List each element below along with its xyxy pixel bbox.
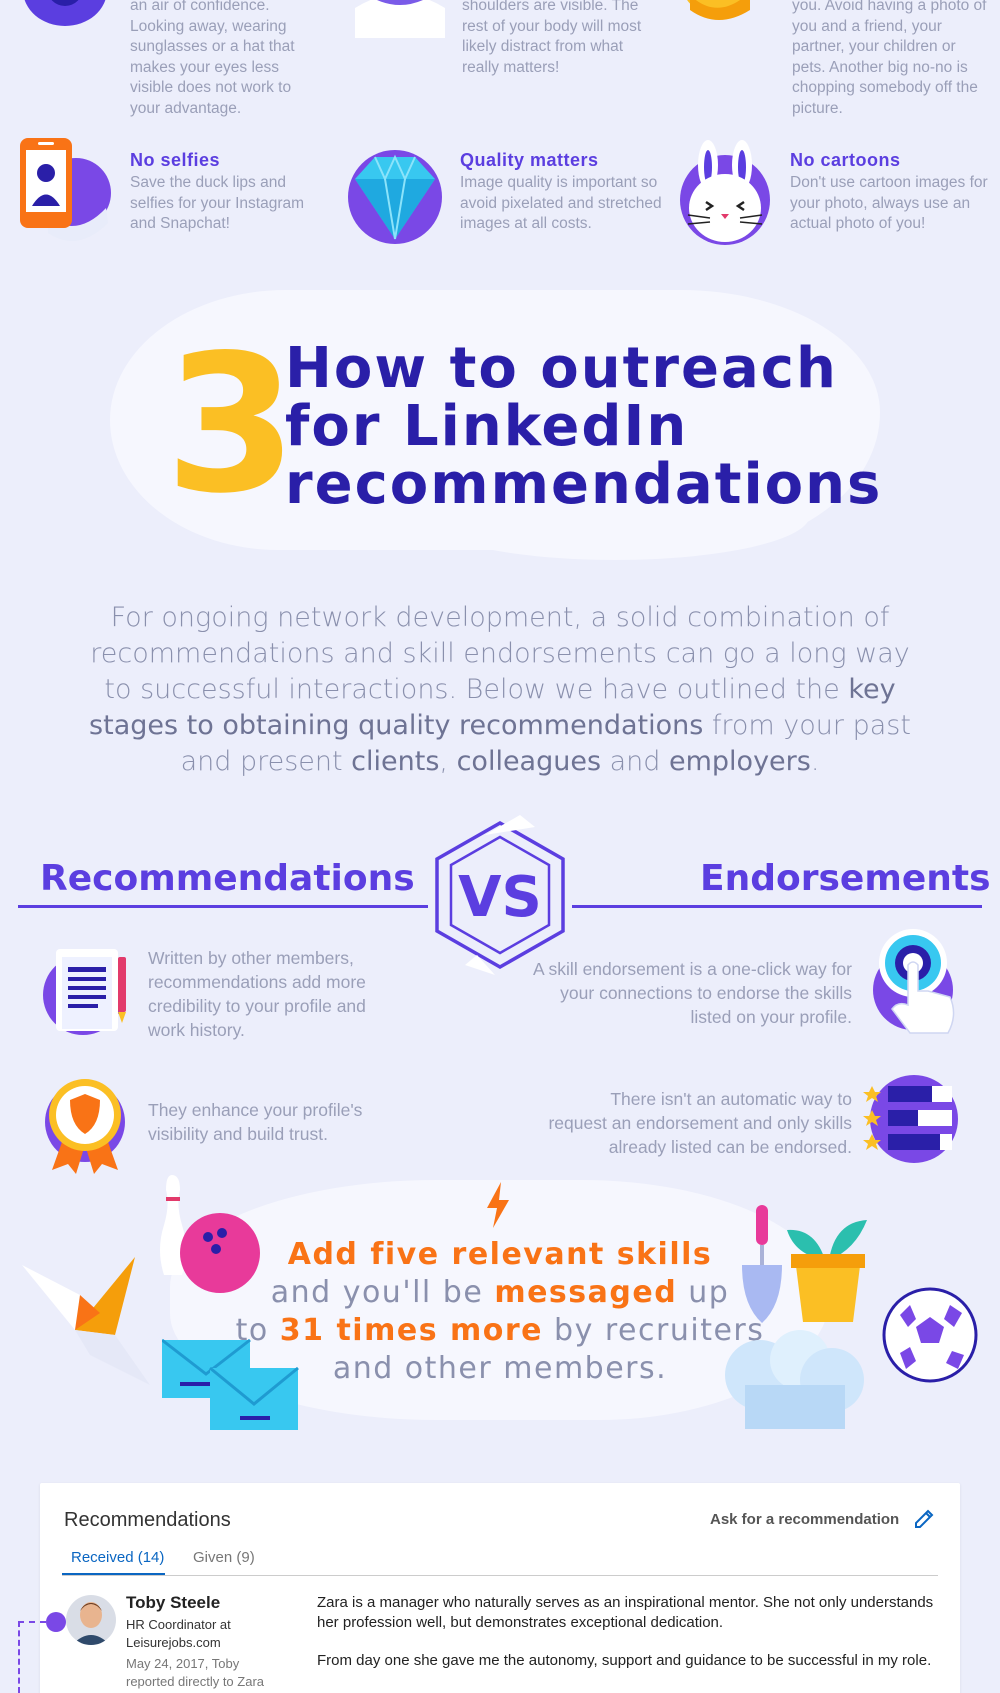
section-number: 3 (165, 314, 298, 535)
recommendations-card: Recommendations Ask for a recommendation… (40, 1483, 960, 1693)
potted-plant-icon (785, 1210, 870, 1325)
tip-text-3: you. Avoid having a photo of you and a f… (792, 0, 987, 117)
hand-icon (680, 0, 760, 40)
stat-text: Add five relevant skills and you'll be m… (235, 1237, 765, 1386)
diamond-icon (345, 147, 445, 247)
tip-text: Image quality is important so avoid pixe… (460, 174, 662, 232)
tip-text-1: an air of confidence. Looking away, wear… (130, 0, 295, 117)
recommender-title: HR Coordinator at Leisurejobs.com (126, 1617, 231, 1650)
timeline-line (18, 1621, 20, 1693)
section-title: How to outreach for LinkedIn recommendat… (285, 336, 883, 517)
recommendations-heading: Recommendations (40, 858, 415, 899)
person-icon (355, 0, 445, 38)
tip-text: Don't use cartoon images for your photo,… (790, 174, 988, 232)
medal-icon (40, 1070, 130, 1175)
click-hand-icon (868, 925, 963, 1040)
tabs-divider (62, 1575, 938, 1576)
phone-selfie-icon (18, 138, 113, 248)
timeline-dot (46, 1612, 66, 1632)
endorsement-point-1: A skill endorsement is a one-click way f… (532, 959, 852, 1027)
ask-recommendation-link[interactable]: Ask for a recommendation (710, 1511, 900, 1528)
document-icon (38, 945, 133, 1040)
recommendation-point-2: They enhance your profile's visibility a… (148, 1100, 363, 1144)
tip-text-2: shoulders are visible. The rest of your … (462, 0, 642, 76)
bunny-icon (678, 140, 773, 250)
tab-given[interactable]: Given (9) (193, 1549, 255, 1566)
chef-hat-icon (720, 1330, 870, 1430)
vs-label: VS (458, 865, 542, 930)
recommendation-text-1: Zara is a manager who naturally serves a… (317, 1594, 934, 1631)
soccer-ball-icon (880, 1285, 980, 1385)
lightning-icon (485, 1182, 511, 1228)
endorsements-heading: Endorsements (700, 858, 991, 899)
recommendation-date: May 24, 2017, Toby reported directly to … (126, 1656, 265, 1689)
vs-divider-left (18, 905, 428, 908)
recommendation-point-1: Written by other members, recommendation… (148, 948, 366, 1040)
timeline-connector (18, 1621, 46, 1623)
tip-title: No cartoons (790, 150, 901, 170)
trowel-icon (738, 1205, 788, 1325)
hero-cloud-puff (420, 470, 810, 560)
paper-crane-icon (20, 1245, 160, 1385)
tab-received[interactable]: Received (14) (71, 1549, 165, 1566)
pencil-icon[interactable] (912, 1507, 936, 1531)
tip-title: No selfies (130, 150, 221, 170)
recommender-name[interactable]: Toby Steele (126, 1593, 221, 1612)
tip-text: Save the duck lips and selfies for your … (130, 174, 305, 232)
endorsement-point-2: There isn't an automatic way to request … (548, 1089, 852, 1157)
vs-hexagon (425, 815, 575, 975)
intro-paragraph: For ongoing network development, a solid… (89, 602, 911, 777)
tab-received-underline (62, 1573, 165, 1575)
recommendation-text-2: From day one she gave me the autonomy, s… (317, 1652, 932, 1669)
card-title: Recommendations (64, 1509, 231, 1531)
skills-list-icon (862, 1072, 967, 1167)
tip-title: Quality matters (460, 150, 599, 170)
bowling-icon (150, 1175, 270, 1305)
envelope-icon (161, 1338, 302, 1438)
vs-divider-right (572, 905, 982, 908)
avatar[interactable] (66, 1595, 116, 1645)
eye-icon (20, 0, 110, 30)
